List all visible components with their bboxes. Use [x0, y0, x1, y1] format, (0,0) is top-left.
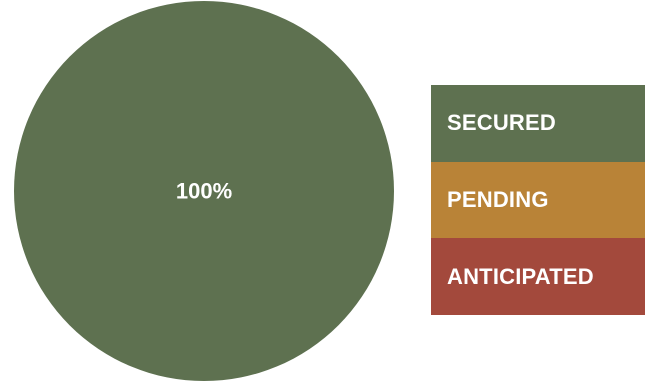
legend-item-pending: PENDING — [431, 161, 645, 239]
pie-label-secured: 100% — [176, 179, 232, 204]
pie-slice-secured — [14, 1, 394, 381]
legend: SECURED PENDING ANTICIPATED — [431, 85, 645, 316]
legend-item-anticipated: ANTICIPATED — [431, 238, 645, 316]
legend-label-anticipated: ANTICIPATED — [447, 263, 594, 289]
legend-item-secured: SECURED — [431, 85, 645, 162]
legend-label-pending: PENDING — [447, 187, 549, 212]
legend-label-secured: SECURED — [447, 110, 556, 136]
